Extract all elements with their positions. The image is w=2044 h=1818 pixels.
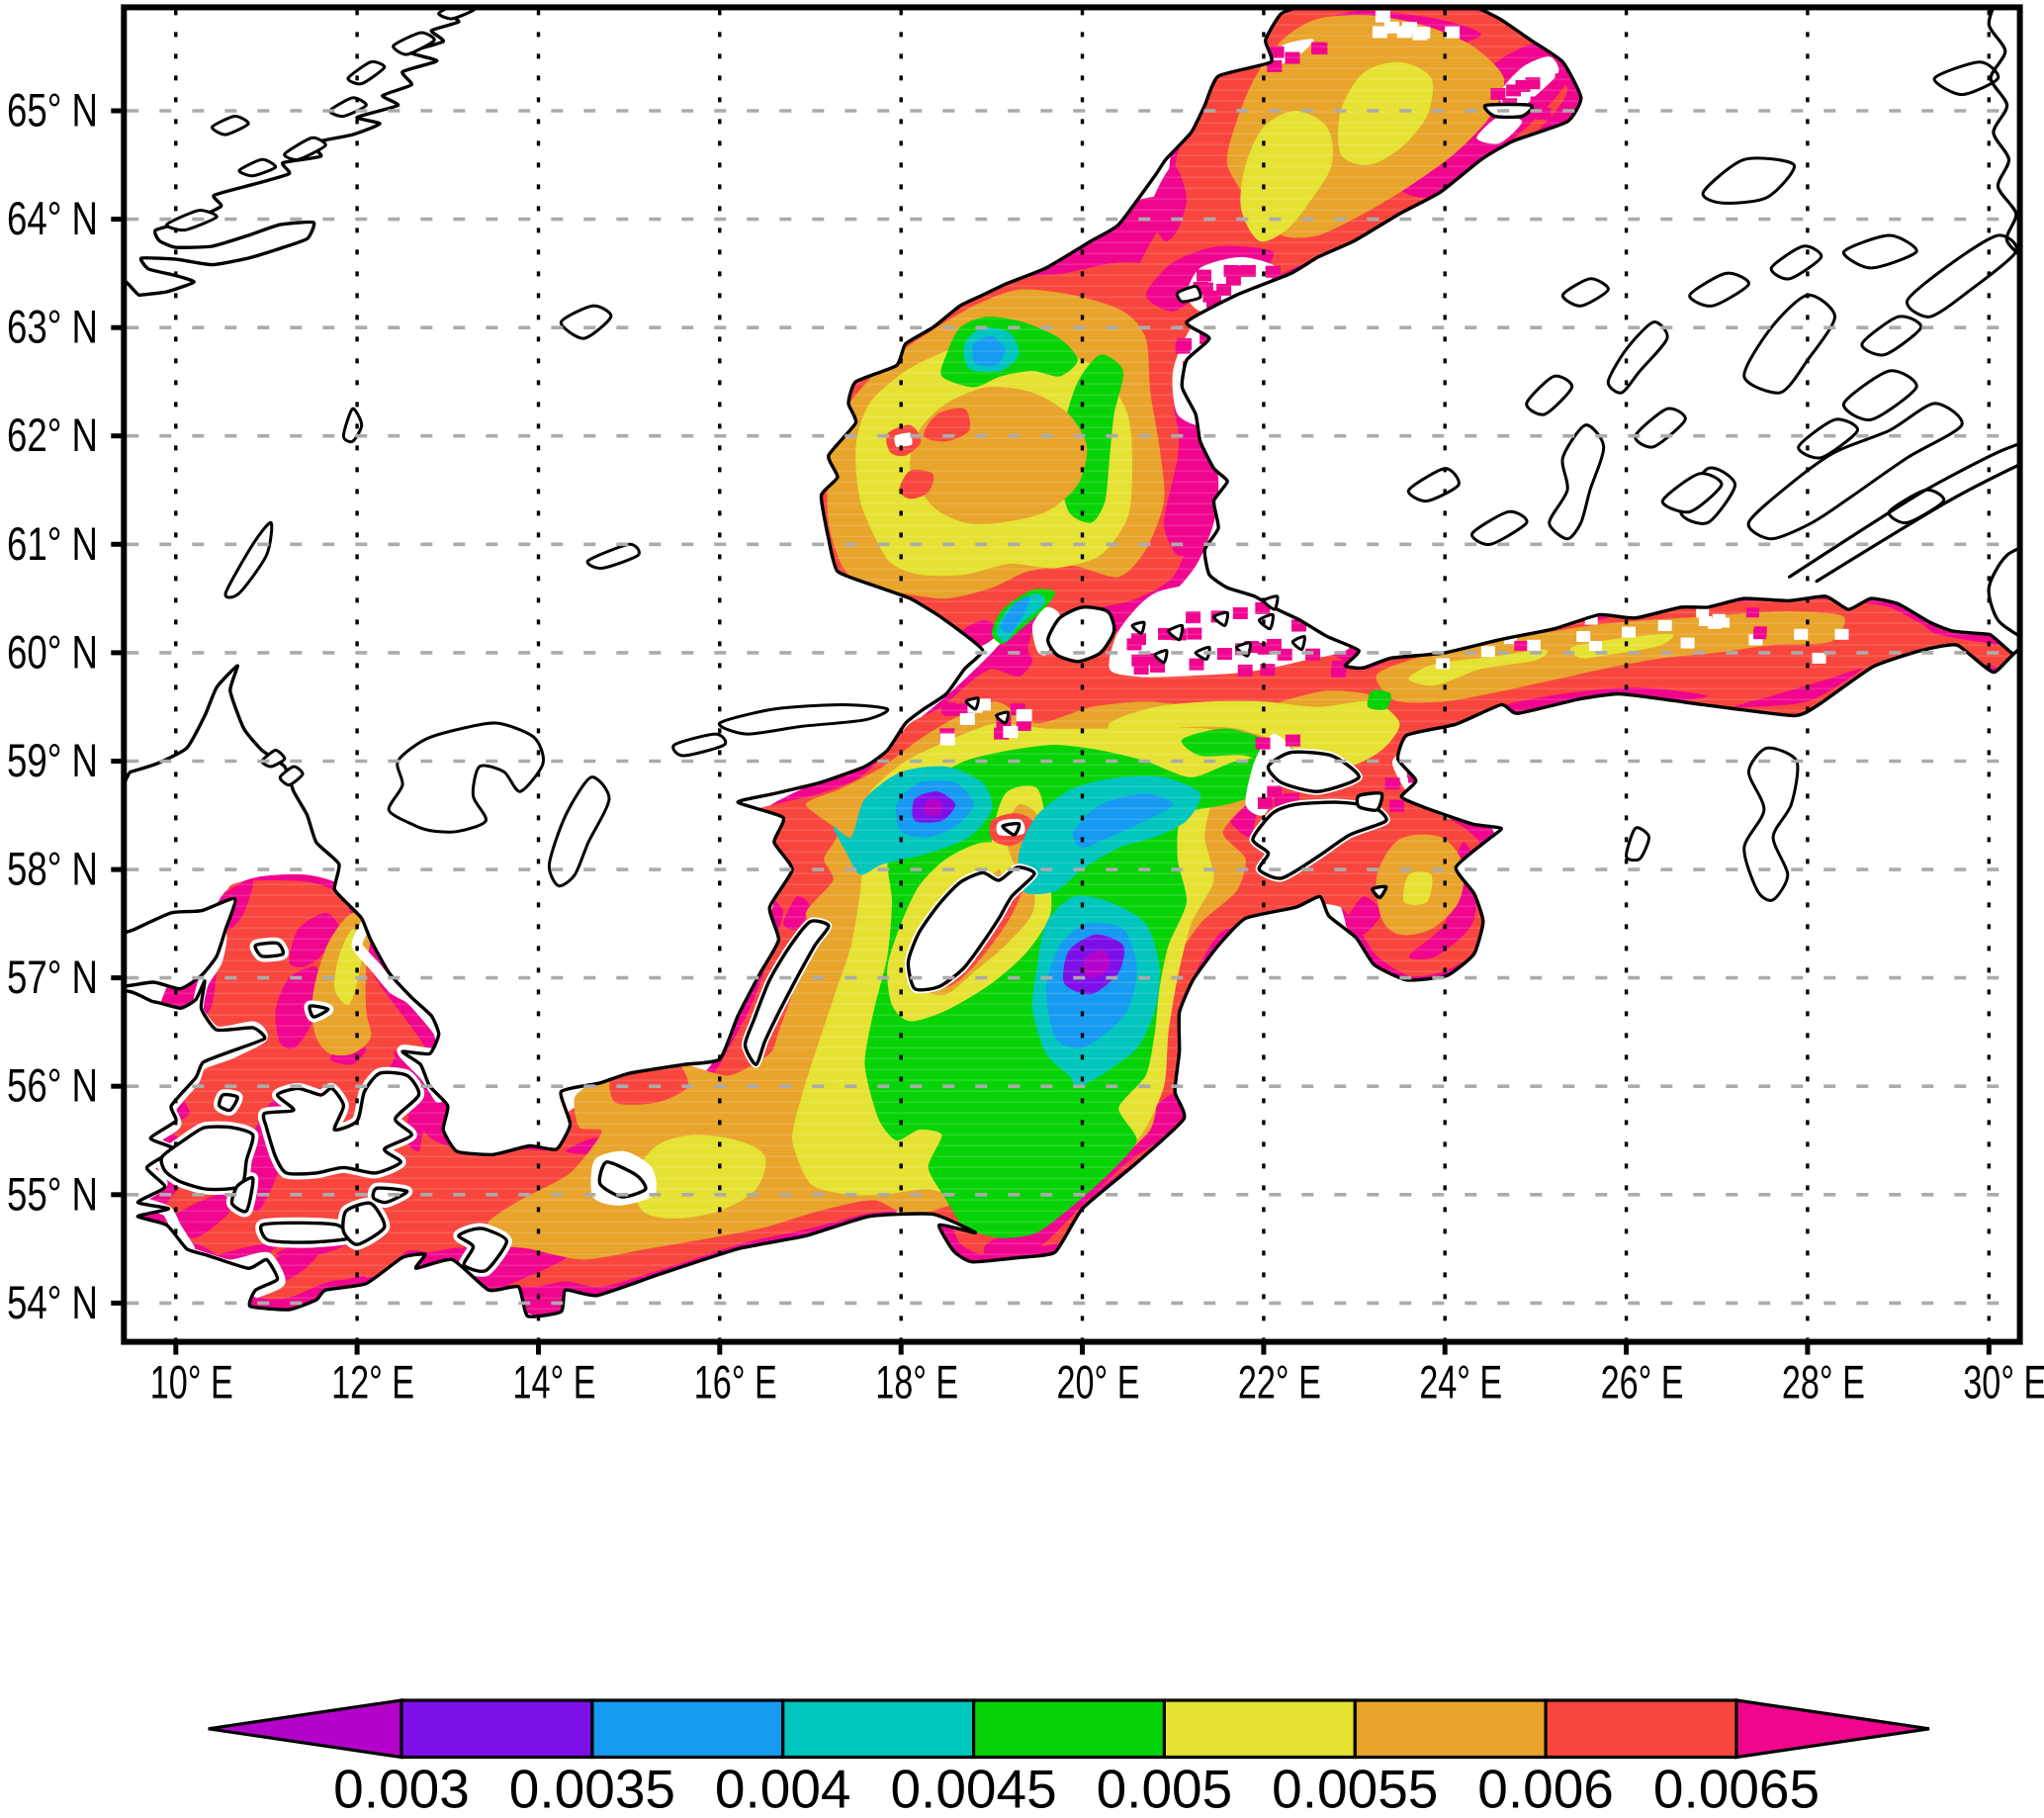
svg-text:65° N: 65° N [7,84,98,136]
svg-text:14° E: 14° E [513,1356,596,1409]
svg-text:64° N: 64° N [7,192,98,244]
svg-text:30° E: 30° E [1963,1356,2044,1409]
svg-text:61° N: 61° N [7,517,98,570]
svg-text:62° N: 62° N [7,409,98,461]
svg-text:0.0045: 0.0045 [890,1759,1056,1818]
svg-text:0.005: 0.005 [1097,1759,1233,1818]
svg-text:0.0035: 0.0035 [509,1759,675,1818]
svg-text:28° E: 28° E [1782,1356,1865,1409]
svg-text:0.003: 0.003 [333,1759,470,1818]
svg-text:12° E: 12° E [331,1356,414,1409]
svg-text:18° E: 18° E [875,1356,958,1409]
svg-text:20° E: 20° E [1057,1356,1140,1409]
svg-text:58° N: 58° N [7,843,98,895]
svg-text:0.0055: 0.0055 [1272,1759,1438,1818]
svg-text:60° N: 60° N [7,625,98,678]
svg-text:22° E: 22° E [1238,1356,1321,1409]
svg-text:16° E: 16° E [694,1356,777,1409]
svg-text:55° N: 55° N [7,1167,98,1220]
svg-text:10° E: 10° E [150,1356,233,1409]
svg-text:26° E: 26° E [1601,1356,1684,1409]
svg-text:0.004: 0.004 [715,1759,851,1818]
svg-text:59° N: 59° N [7,734,98,786]
svg-text:56° N: 56° N [7,1059,98,1112]
svg-text:57° N: 57° N [7,951,98,1003]
svg-text:0.0065: 0.0065 [1653,1759,1820,1818]
svg-text:0.006: 0.006 [1477,1759,1614,1818]
svg-text:24° E: 24° E [1419,1356,1502,1409]
svg-text:63° N: 63° N [7,301,98,353]
svg-text:54° N: 54° N [7,1276,98,1328]
